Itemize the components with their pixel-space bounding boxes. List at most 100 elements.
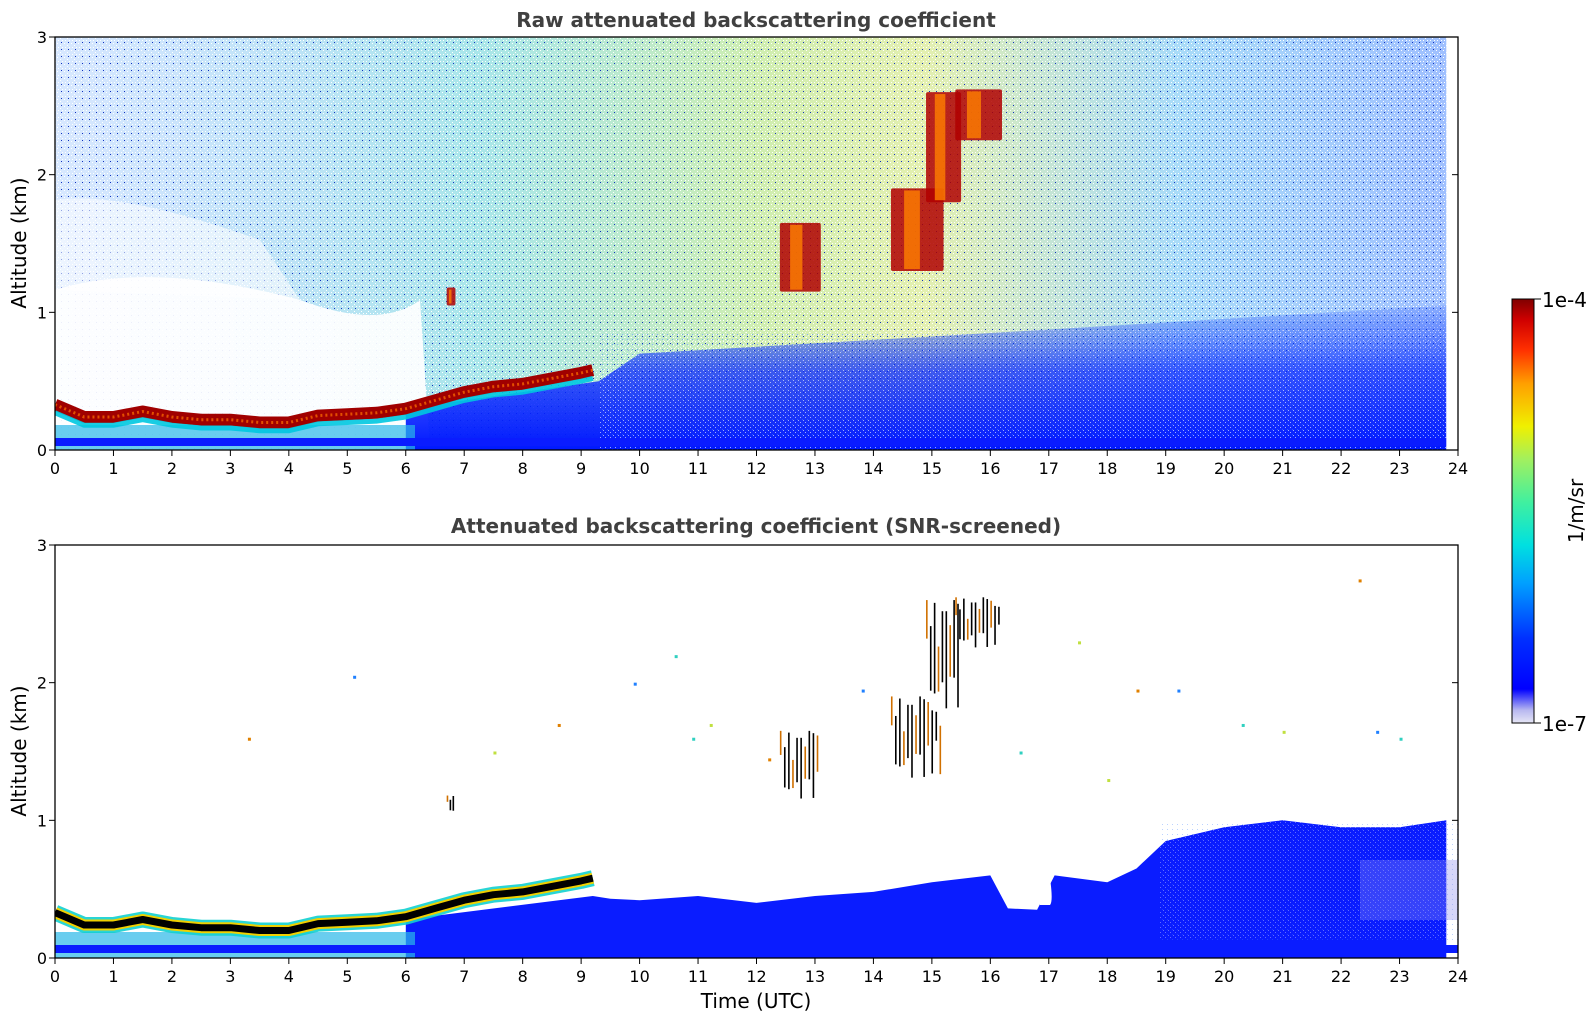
- isolated-pixel: [692, 737, 696, 741]
- x-tick-label: 6: [401, 459, 411, 478]
- x-tick-label: 5: [342, 967, 352, 986]
- x-tick-label: 19: [1156, 459, 1176, 478]
- panel1-x-axis: 0 1 2 3 4 5 6 7 8 9 10 11 12 13 14 15 16 17 18 19 20 21 22 23 24: [50, 450, 1468, 478]
- x-tick-label: 13: [805, 459, 825, 478]
- x-tick-label: 20: [1214, 967, 1234, 986]
- isolated-pixel: [1241, 723, 1245, 727]
- panel2-title: Attenuated backscattering coefficient (S…: [451, 514, 1061, 538]
- isolated-pixel: [1107, 779, 1111, 783]
- cloud-streak: [941, 611, 944, 683]
- cloud-streak: [915, 715, 917, 754]
- x-tick-label: 0: [50, 459, 60, 478]
- cloud-streak: [959, 609, 961, 640]
- x-tick-label: 6: [401, 967, 411, 986]
- cloud-streak: [449, 799, 452, 811]
- y-tick-label: 2: [37, 166, 47, 185]
- x-tick-label: 14: [863, 967, 883, 986]
- x-tick-label: 4: [284, 459, 294, 478]
- cloud-streak: [923, 699, 925, 777]
- x-tick-label: 4: [284, 967, 294, 986]
- colorbar: 1e-4 1e-7 1/m/sr: [1511, 288, 1588, 736]
- cloud-streak: [919, 696, 921, 755]
- cloud-streak: [800, 737, 802, 799]
- cloud-streak: [452, 796, 455, 811]
- x-tick-label: 10: [629, 967, 649, 986]
- panel2-y-axis: 0 1 2 3: [37, 536, 1458, 968]
- x-tick-label: 12: [746, 967, 766, 986]
- isolated-pixel: [493, 751, 497, 755]
- cloud-streak: [804, 746, 807, 779]
- x-tick-label: 22: [1331, 967, 1351, 986]
- x-tick-label: 22: [1331, 459, 1351, 478]
- panel1-cloud-features: [446, 37, 1458, 450]
- panel2-x-axis: 0 1 2 3 4 5 6 7 8 9 10 11 12 13 14 15 16 17 18 19 20 21 22 23 24: [50, 958, 1468, 986]
- cloud-streak: [982, 597, 985, 634]
- x-tick-label: 3: [225, 967, 235, 986]
- cloud-streak: [788, 732, 790, 790]
- x-tick-label: 7: [459, 459, 469, 478]
- x-tick-label: 0: [50, 967, 60, 986]
- cloud-streak: [998, 606, 1000, 625]
- x-tick-label: 12: [746, 459, 766, 478]
- cloud-streak: [816, 735, 819, 772]
- isolated-pixel: [709, 723, 713, 727]
- x-tick-label: 15: [922, 459, 942, 478]
- isolated-pixel: [633, 682, 637, 686]
- cloud-streak: [939, 725, 942, 775]
- y-tick-label: 0: [37, 441, 47, 460]
- cloud-streak: [990, 600, 992, 628]
- isolated-pixel: [1177, 689, 1181, 693]
- y-tick-label: 3: [37, 536, 47, 555]
- panel1-y-label: Altitude (km): [7, 177, 31, 308]
- cloud-streak: [931, 710, 934, 774]
- cloud-streak: [446, 795, 449, 802]
- cloud-streak: [903, 731, 905, 766]
- panel2-cloud-features: [446, 597, 1000, 811]
- x-tick-label: 21: [1272, 967, 1292, 986]
- x-tick-label: 24: [1448, 459, 1468, 478]
- cloud-streak: [978, 608, 981, 633]
- x-tick-label: 3: [225, 459, 235, 478]
- colorbar-max-label: 1e-4: [1542, 288, 1587, 312]
- panel2-gap-17utc: [1000, 777, 1052, 905]
- x-tick-label: 17: [1039, 459, 1059, 478]
- cloud-streak: [812, 733, 815, 798]
- panel1-title: Raw attenuated backscattering coefficien…: [516, 8, 996, 32]
- cloud-feature-core: [790, 224, 803, 290]
- cloud-streak: [796, 737, 798, 783]
- isolated-pixel: [557, 723, 561, 727]
- y-tick-label: 1: [37, 811, 47, 830]
- y-tick-label: 3: [37, 28, 47, 47]
- colorbar-unit-label: 1/m/sr: [1564, 478, 1588, 543]
- x-tick-label: 1: [108, 967, 118, 986]
- x-tick-label: 15: [922, 967, 942, 986]
- cloud-streak: [927, 702, 929, 746]
- cloud-streak: [935, 711, 938, 741]
- x-tick-label: 13: [805, 967, 825, 986]
- cloud-streak: [899, 698, 901, 767]
- cloud-streak: [974, 602, 977, 648]
- cloud-streak: [966, 618, 969, 640]
- isolated-pixel: [1078, 641, 1082, 645]
- cloud-streak: [949, 625, 952, 677]
- x-tick-label: 2: [167, 967, 177, 986]
- x-tick-label: 16: [980, 967, 1000, 986]
- cloud-streak: [994, 605, 996, 645]
- x-tick-label: 2: [167, 459, 177, 478]
- x-tick-label: 23: [1389, 967, 1409, 986]
- cloud-streak: [963, 598, 965, 641]
- isolated-pixel: [353, 675, 357, 679]
- cloud-streak: [953, 600, 955, 678]
- cloud-streak: [890, 696, 893, 726]
- x-tick-label: 14: [863, 459, 883, 478]
- panel2-y-label: Altitude (km): [7, 685, 31, 816]
- x-tick-label: 10: [629, 459, 649, 478]
- x-tick-label: 11: [688, 967, 708, 986]
- colorbar-min-label: 1e-7: [1542, 712, 1587, 736]
- x-tick-label: 5: [342, 459, 352, 478]
- y-tick-label: 1: [37, 303, 47, 322]
- cloud-streak: [933, 602, 936, 694]
- cloud-streak: [792, 759, 794, 789]
- raw-backscatter-panel: Raw attenuated backscattering coefficien…: [7, 8, 1468, 478]
